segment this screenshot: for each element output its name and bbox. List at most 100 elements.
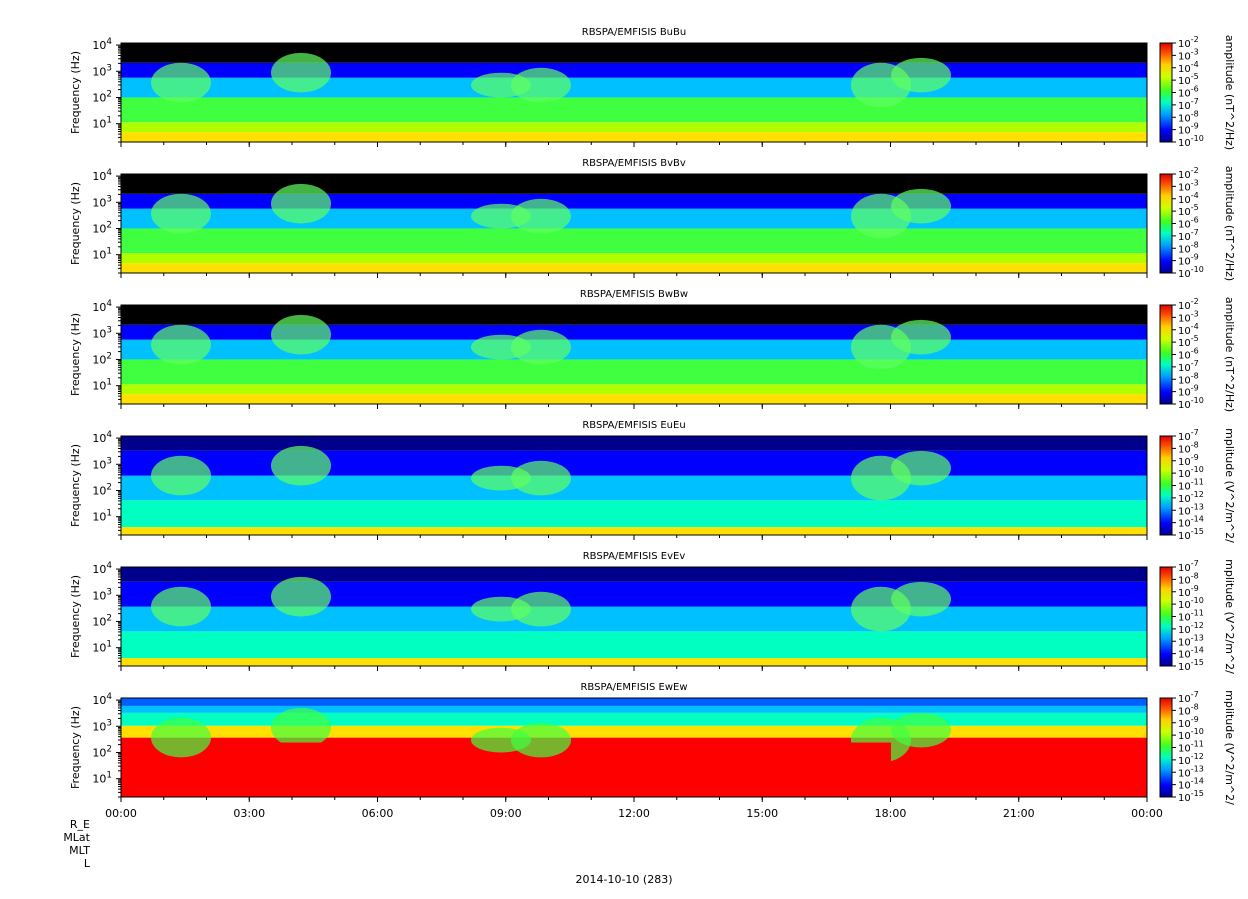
spectrogram-band xyxy=(121,705,1147,713)
spectrogram-band xyxy=(121,606,1147,632)
colorbar-tick-label: 10-6 xyxy=(1178,216,1199,231)
date-label: 2014-10-10 (283) xyxy=(575,873,673,886)
colorbar-tick-label: 10-14 xyxy=(1178,515,1204,530)
y-tick-label: 103 xyxy=(92,194,112,209)
spectrogram-band xyxy=(121,658,1147,666)
colorbar-label: amplitude (nT^2/Hz) xyxy=(1223,297,1236,412)
spectrogram-band xyxy=(121,500,1147,528)
colorbar-tick-label: 10-11 xyxy=(1178,609,1204,624)
spectrogram-feature xyxy=(511,329,571,365)
colorbar-tick-label: 10-3 xyxy=(1178,178,1199,193)
colorbar-tick-label: 10-13 xyxy=(1178,633,1204,648)
spectrogram-image xyxy=(121,567,1147,666)
colorbar-tick-label: 10-8 xyxy=(1178,571,1199,586)
colorbar-tick-label: 10-8 xyxy=(1178,371,1199,386)
ephemeris-l-label: L xyxy=(83,857,90,870)
colorbar-tick-label: 10-12 xyxy=(1178,621,1204,636)
colorbar-tick-label: 10-10 xyxy=(1178,265,1204,280)
panel-1: RBSPA/EMFISIS BvBv 101 102 103 104 Frequency … xyxy=(69,158,1236,281)
colorbar-tick-label: 10-10 xyxy=(1178,396,1204,411)
x-tick-label: 09:00 xyxy=(490,807,522,820)
colorbar-tick-label: 10-5 xyxy=(1178,203,1199,218)
spectrogram-feature xyxy=(271,52,331,93)
colorbar-tick-label: 10-9 xyxy=(1178,122,1199,137)
colorbar-tick-label: 10-10 xyxy=(1178,727,1204,742)
spectrogram-feature xyxy=(891,450,951,486)
panel-0: RBSPA/EMFISIS BuBu 101 102 103 104 Frequency … xyxy=(69,27,1236,150)
colorbar-tick-label: 10-3 xyxy=(1178,309,1199,324)
x-tick-label: 18:00 xyxy=(875,807,907,820)
colorbar xyxy=(1159,697,1173,798)
spectrogram-band xyxy=(121,97,1147,123)
y-axis-label: Frequency (Hz) xyxy=(69,313,82,396)
x-tick-label: 00:00 xyxy=(105,807,137,820)
spectrogram-feature xyxy=(151,717,211,758)
spectrogram-feature xyxy=(271,707,331,748)
spectrogram-band xyxy=(121,253,1147,264)
panel-title: RBSPA/EMFISIS EwEw xyxy=(580,682,687,693)
y-tick-label: 102 xyxy=(92,220,112,235)
y-tick-label: 104 xyxy=(92,561,112,576)
spectrogram-band xyxy=(121,725,1147,738)
spectrogram-image xyxy=(121,436,1147,535)
colorbar-label: mplitude (V^2/m^2/ xyxy=(1223,428,1236,543)
colorbar-tick-label: 10-4 xyxy=(1178,191,1199,206)
spectrogram-feature xyxy=(511,460,571,496)
spectrogram-feature xyxy=(511,198,571,234)
spectrogram-feature xyxy=(271,445,331,486)
colorbar-tick-label: 10-9 xyxy=(1178,384,1199,399)
colorbar-tick-label: 10-9 xyxy=(1178,453,1199,468)
panel-3: RBSPA/EMFISIS EuEu 101 102 103 104 Frequency … xyxy=(69,420,1236,543)
colorbar-tick-label: 10-13 xyxy=(1178,764,1204,779)
colorbar-tick-label: 10-2 xyxy=(1178,297,1199,312)
x-tick-label: 00:00 xyxy=(1131,807,1163,820)
y-tick-label: 102 xyxy=(92,613,112,628)
spectrogram-feature xyxy=(271,576,331,617)
panels-layer: RBSPA/EMFISIS BuBu 101 102 103 104 Frequency … xyxy=(69,27,1236,820)
y-tick-label: 103 xyxy=(92,63,112,78)
panel-5: RBSPA/EMFISIS EwEw 101 102 103 104 Frequency … xyxy=(69,682,1236,820)
spectrogram-band xyxy=(121,631,1147,659)
spectrogram-band xyxy=(121,263,1147,273)
spectrogram-feature xyxy=(151,586,211,627)
spectrogram-image xyxy=(121,698,1147,797)
colorbar-tick-label: 10-12 xyxy=(1178,490,1204,505)
colorbar-tick-label: 10-4 xyxy=(1178,322,1199,337)
colorbar-tick-label: 10-8 xyxy=(1178,240,1199,255)
ephemeris-mlat-label: MLat xyxy=(63,831,90,844)
x-tick-label: 21:00 xyxy=(1003,807,1035,820)
colorbar-tick-label: 10-7 xyxy=(1178,559,1199,574)
colorbar-tick-label: 10-11 xyxy=(1178,740,1204,755)
y-tick-label: 104 xyxy=(92,430,112,445)
y-tick-label: 104 xyxy=(92,692,112,707)
spectrogram-image xyxy=(121,174,1147,273)
colorbar xyxy=(1159,566,1173,667)
spectrogram-band xyxy=(121,122,1147,133)
y-tick-label: 102 xyxy=(92,351,112,366)
y-tick-label: 102 xyxy=(92,89,112,104)
spectrogram-band xyxy=(121,228,1147,254)
colorbar-tick-label: 10-6 xyxy=(1178,85,1199,100)
colorbar-tick-label: 10-5 xyxy=(1178,72,1199,87)
colorbar-tick-label: 10-14 xyxy=(1178,646,1204,661)
panel-title: RBSPA/EMFISIS BuBu xyxy=(582,27,686,38)
panel-4: RBSPA/EMFISIS EvEv 101 102 103 104 Frequency … xyxy=(69,551,1236,674)
panel-title: RBSPA/EMFISIS EuEu xyxy=(582,420,685,431)
spectrogram-band xyxy=(121,436,1147,451)
colorbar-tick-label: 10-3 xyxy=(1178,47,1199,62)
y-tick-label: 104 xyxy=(92,37,112,52)
colorbar-tick-label: 10-10 xyxy=(1178,465,1204,480)
spectrogram-feature xyxy=(511,722,571,758)
ephemeris-re-label: R_E xyxy=(69,818,90,831)
ephemeris-labels: R_E MLat MLT L xyxy=(40,818,90,870)
ephemeris-mlt-label: MLT xyxy=(69,844,90,857)
x-tick-label: 03:00 xyxy=(233,807,265,820)
spectrogram-band xyxy=(121,527,1147,535)
spectrogram-feature xyxy=(271,183,331,224)
spectrogram-feature xyxy=(151,324,211,365)
spectrogram-band xyxy=(121,384,1147,395)
spectrogram-band xyxy=(121,359,1147,385)
spectrogram-feature xyxy=(151,455,211,496)
colorbar-tick-label: 10-9 xyxy=(1178,584,1199,599)
colorbar-label: mplitude (V^2/m^2/ xyxy=(1223,559,1236,674)
